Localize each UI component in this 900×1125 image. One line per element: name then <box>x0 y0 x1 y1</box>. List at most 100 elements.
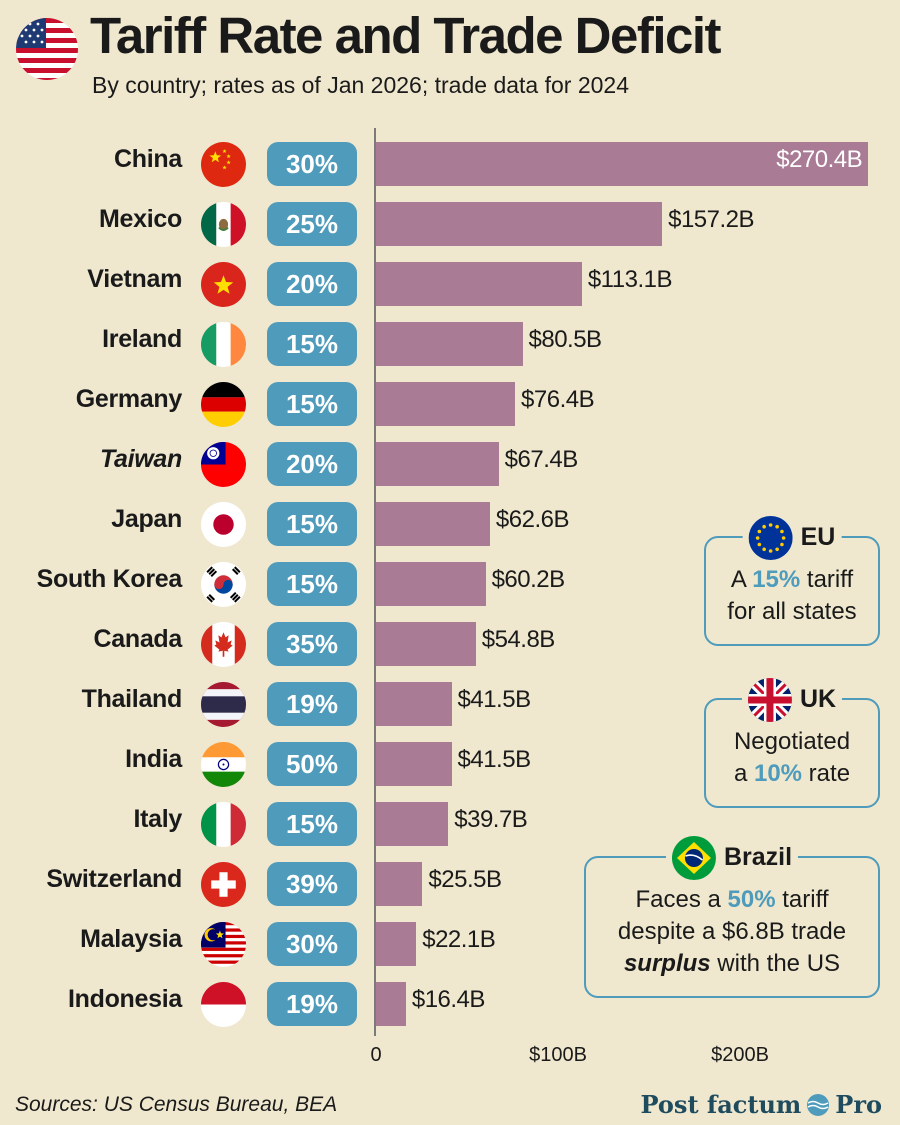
tariff-rate-badge: 50% <box>267 742 357 786</box>
x-tick-label: $100B <box>529 1044 587 1066</box>
country-label: Switzerland <box>46 865 182 893</box>
brazil-callout: Brazil Faces a 50% tariff despite a $6.8… <box>584 836 880 998</box>
deficit-value-label: $113.1B <box>587 266 673 293</box>
eu-rate: 15% <box>752 566 801 593</box>
deficit-bar <box>376 322 523 366</box>
country-label: Indonesia <box>68 985 182 1013</box>
china-flag-icon <box>201 142 246 187</box>
tariff-rate-badge: 25% <box>267 202 357 246</box>
tariff-rate-badge: 30% <box>267 142 357 186</box>
japan-flag-icon <box>201 502 246 547</box>
tariff-rate-badge: 19% <box>267 682 357 726</box>
deficit-bar <box>376 862 423 906</box>
taiwan-flag-icon <box>201 442 246 487</box>
eu-flag-icon <box>748 516 793 560</box>
y-axis-line <box>374 128 376 1036</box>
chart-row: Thailand 19% $41.5B <box>0 675 900 735</box>
deficit-value-label: $41.5B <box>457 746 532 773</box>
uk-callout: UK Negotiated a 10% rate <box>704 678 880 808</box>
deficit-value-label: $25.5B <box>428 866 502 893</box>
deficit-value-label: $22.1B <box>422 926 496 953</box>
deficit-bar <box>376 742 452 786</box>
chart-row: Mexico 25% $157.2B <box>0 195 900 255</box>
country-label: India <box>125 745 182 773</box>
deficit-value-label: $270.4B <box>776 146 863 173</box>
deficit-bar <box>376 622 476 666</box>
deficit-bar <box>376 262 582 306</box>
country-label: Ireland <box>102 325 182 353</box>
malaysia-flag-icon <box>201 922 246 967</box>
chart-row: Malaysia 30% $22.1B <box>0 915 900 975</box>
chart-row: India 50% $41.5B <box>0 735 900 795</box>
germany-flag-icon <box>201 382 246 427</box>
eu-callout-title: EU <box>800 523 836 552</box>
deficit-value-label: $80.5B <box>528 326 603 353</box>
uk-callout-title: UK <box>799 685 837 714</box>
deficit-bar <box>376 922 417 966</box>
chart-row: Vietnam 20% $113.1B <box>0 255 900 315</box>
country-label: Italy <box>133 805 182 833</box>
chart-row: Japan 15% $62.6B <box>0 495 900 555</box>
country-label: Mexico <box>99 205 182 233</box>
x-tick-label: $200B <box>711 1044 769 1066</box>
switzerland-flag-icon <box>201 862 246 907</box>
chart-row: Germany 15% $76.4B <box>0 375 900 435</box>
tariff-rate-badge: 15% <box>267 802 357 846</box>
brazil-rate: 50% <box>727 886 776 913</box>
deficit-bar <box>376 202 663 246</box>
globe-icon <box>807 1093 830 1116</box>
indonesia-flag-icon <box>201 982 246 1027</box>
country-label: China <box>114 145 182 173</box>
uk-flag-icon <box>747 678 792 722</box>
source-note: Sources: US Census Bureau, BEA <box>15 1093 338 1116</box>
deficit-value-label: $76.4B <box>521 386 595 413</box>
chart-row: Ireland 15% $80.5B <box>0 315 900 375</box>
eu-callout: EU A 15% tariff for all states <box>704 516 880 646</box>
deficit-value-label: $41.5B <box>457 686 532 713</box>
brand-name: Post factum <box>640 1090 802 1119</box>
brazil-flag-icon <box>671 836 716 880</box>
page-subtitle: By country; rates as of Jan 2026; trade … <box>92 72 629 98</box>
deficit-value-label: $157.2B <box>668 206 755 233</box>
ireland-flag-icon <box>201 322 246 367</box>
mexico-flag-icon <box>201 202 246 247</box>
deficit-bar <box>376 802 449 846</box>
chart-row: China 30% $270.4B <box>0 135 900 195</box>
deficit-value-label: $60.2B <box>491 566 566 593</box>
deficit-bar <box>376 442 499 486</box>
deficit-value-label: $67.4B <box>504 446 579 473</box>
deficit-bar <box>376 682 452 726</box>
thailand-flag-icon <box>201 682 246 727</box>
india-flag-icon <box>201 742 246 787</box>
tariff-rate-badge: 15% <box>267 382 357 426</box>
country-label: Vietnam <box>87 265 182 293</box>
deficit-bar <box>376 142 869 186</box>
country-label: Malaysia <box>80 925 182 953</box>
us-flag-icon <box>16 18 78 80</box>
deficit-bar <box>376 382 515 426</box>
deficit-value-label: $39.7B <box>454 806 528 833</box>
country-label: Canada <box>93 625 182 653</box>
deficit-bar <box>376 502 490 546</box>
chart-row: Switzerland 39% $25.5B <box>0 855 900 915</box>
tariff-rate-badge: 15% <box>267 562 357 606</box>
tariff-rate-badge: 20% <box>267 262 357 306</box>
chart-row: Italy 15% $39.7B <box>0 795 900 855</box>
tariff-rate-badge: 15% <box>267 502 357 546</box>
country-label: Germany <box>75 385 183 413</box>
chart-row: South Korea 15% $60.2B <box>0 555 900 615</box>
canada-flag-icon <box>201 622 246 667</box>
deficit-value-label: $16.4B <box>411 986 486 1013</box>
tariff-rate-badge: 19% <box>267 982 357 1026</box>
tariff-rate-badge: 30% <box>267 922 357 966</box>
uk-rate: 10% <box>753 759 803 787</box>
chart-row: Canada 35% $54.8B <box>0 615 900 675</box>
chart-row: Taiwan 20% $67.4B <box>0 435 900 495</box>
deficit-bar <box>376 562 486 606</box>
page-title: Tariff Rate and Trade Deficit <box>90 7 722 64</box>
vietnam-flag-icon <box>201 262 246 307</box>
deficit-value-label: $62.6B <box>495 506 570 533</box>
brand-logo: Post factum Pro <box>641 1090 882 1119</box>
x-tick-label: 0 <box>370 1044 382 1066</box>
tariff-rate-badge: 15% <box>267 322 357 366</box>
